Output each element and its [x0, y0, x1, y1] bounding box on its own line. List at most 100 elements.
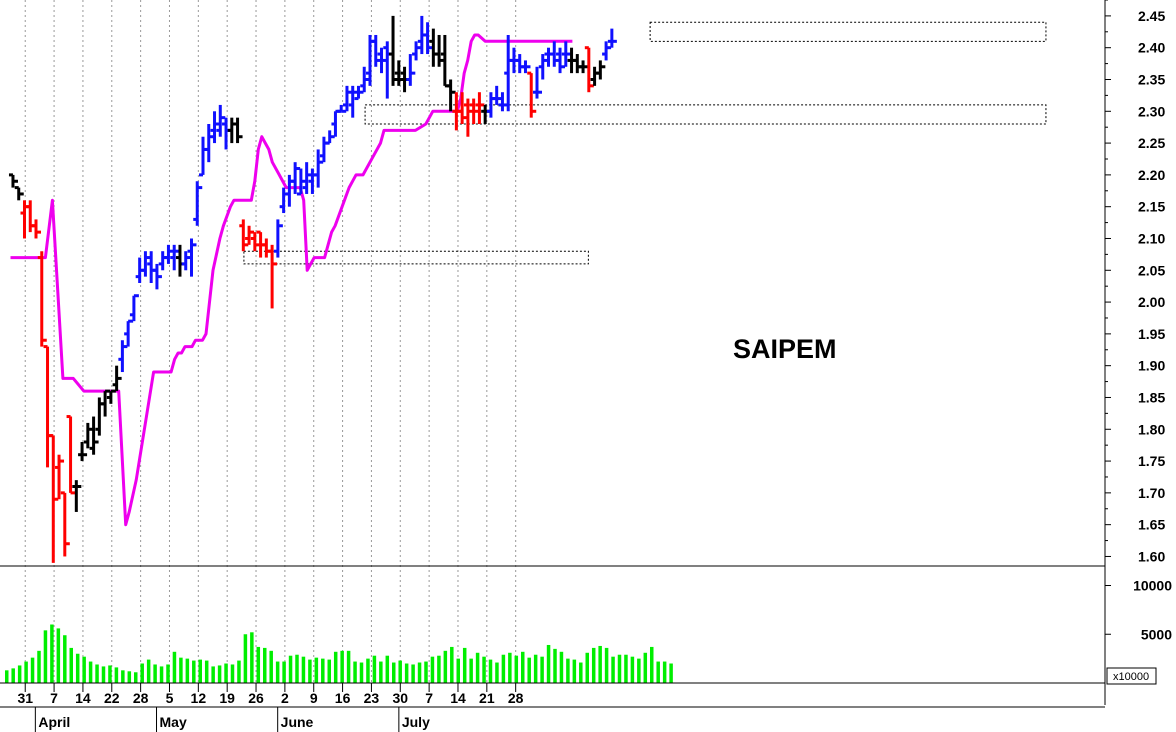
day-label: 12 [191, 690, 207, 706]
volume-bar [366, 658, 370, 683]
volume-bar [656, 661, 660, 683]
ohlc-bar [66, 415, 76, 495]
ohlc-bar [60, 491, 70, 557]
volume-bar [24, 661, 28, 683]
volume-bar [237, 660, 241, 683]
volume-bar [527, 657, 531, 683]
price-tick-label: 2.00 [1138, 294, 1165, 310]
ohlc-bar [175, 244, 185, 277]
month-label: April [38, 714, 70, 730]
volume-bar [514, 655, 519, 683]
ohlc-bar [8, 173, 18, 188]
ohlc-bar [199, 136, 209, 177]
ohlc-bar [273, 219, 283, 258]
ohlc-bar [233, 117, 243, 144]
volume-bar [443, 650, 448, 683]
volume-bar [411, 664, 415, 683]
volume-bar [521, 651, 525, 683]
volume-bar [269, 650, 273, 683]
volume-bar [88, 661, 93, 683]
ohlc-bar [504, 34, 514, 112]
volume-bar [230, 664, 235, 683]
ohlc-bar [268, 244, 278, 309]
ohlc-bar [112, 365, 122, 392]
volume-bar [359, 662, 364, 683]
ohlc-bar [285, 174, 295, 207]
price-tick-label: 1.70 [1138, 485, 1165, 501]
ohlc-bar [342, 85, 352, 112]
ohlc-bar [147, 251, 157, 283]
volume-bar [417, 662, 422, 683]
day-label: 14 [450, 690, 466, 706]
volume-bar [56, 628, 61, 683]
volume-bar [321, 658, 325, 683]
ohlc-bar [37, 251, 47, 347]
ohlc-bar [607, 28, 617, 48]
day-label: 9 [310, 690, 318, 706]
range-box [364, 104, 1047, 125]
volume-bar [630, 656, 635, 683]
day-label: 7 [425, 690, 433, 706]
volume-bar [166, 664, 170, 683]
ohlc-bar [170, 244, 180, 271]
ohlc-bar [250, 232, 260, 252]
volume-bar [217, 665, 222, 683]
ohlc-bar [596, 60, 606, 80]
ohlc-bar [43, 345, 53, 468]
volume-bar [585, 652, 589, 683]
price-tick-label: 1.80 [1138, 421, 1165, 437]
ohlc-bar [371, 34, 381, 67]
ohlc-bar [492, 85, 502, 105]
ohlc-bar [302, 162, 312, 194]
volume-bar [263, 647, 267, 683]
volume-bar [11, 668, 15, 683]
date-axis-labels: 31 7 14 22 28 5 12 19 26 2 9 16 23 30 7 14 21 28 April May J… [17, 683, 524, 732]
volume-bar [243, 634, 248, 683]
volume-bar [69, 647, 73, 683]
ohlc-bar [164, 244, 174, 264]
ohlc-bar [573, 54, 583, 74]
volume-bar [63, 635, 67, 683]
day-label: 2 [281, 690, 289, 706]
ohlc-bar [579, 60, 589, 74]
volume-bar [404, 663, 409, 683]
volume-bar [121, 670, 125, 683]
ohlc-bar [331, 109, 341, 137]
day-label: 30 [392, 690, 408, 706]
ohlc-bar [458, 92, 468, 125]
volume-bar [146, 659, 151, 683]
ohlc-bar [469, 98, 479, 125]
volume-bar [572, 659, 577, 683]
volume-bar [624, 654, 628, 683]
volume-bar [462, 647, 467, 683]
ohlc-bar [481, 104, 491, 125]
ohlc-bar [262, 238, 272, 258]
price-tick-label: 1.65 [1138, 517, 1165, 533]
ohlc-bar [141, 251, 151, 277]
volume-bar [469, 658, 473, 683]
volume-bar [385, 655, 390, 683]
volume-tick-label: 5000 [1141, 626, 1172, 642]
ohlc-bar [49, 434, 59, 563]
ohlc-bar [348, 85, 358, 118]
ohlc-bar [89, 416, 99, 455]
ohlc-bar [129, 294, 139, 322]
ohlc-bar [498, 92, 508, 112]
volume-bar [495, 662, 499, 683]
ohlc-bar [463, 98, 473, 137]
volume-bar [172, 651, 177, 683]
ohlc-bar [515, 54, 525, 74]
volume-bar [482, 656, 486, 683]
volume-bar [301, 656, 306, 683]
volume-bar [114, 667, 119, 683]
volume-tick-label: 10000 [1133, 578, 1172, 594]
volume-bar [153, 664, 157, 683]
volume-bar [37, 650, 41, 683]
volume-bar [340, 650, 344, 683]
volume-bar [488, 659, 493, 683]
volume-bar [611, 656, 615, 683]
volume-bar [379, 661, 383, 683]
ohlc-bar [446, 79, 456, 112]
price-tick-label: 2.30 [1138, 103, 1165, 119]
volume-bar [475, 652, 480, 683]
